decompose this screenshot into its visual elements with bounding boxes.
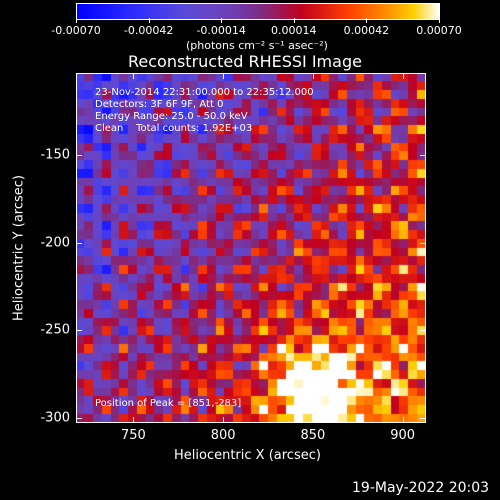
- colorbar-tick: [76, 18, 77, 23]
- plot-frame: [76, 73, 426, 423]
- x-tick: [402, 73, 404, 79]
- annotation-clean-counts: Clean Total counts: 1.92E+03: [95, 123, 253, 134]
- annotation-detectors: Detectors: 3F 6F 9F, Att 0: [95, 99, 224, 110]
- chart-title: Reconstructed RHESSI Image: [128, 52, 362, 71]
- y-tick: [420, 330, 426, 332]
- x-tick-label: 750: [121, 428, 146, 443]
- annotation-peak-position: Position of Peak = [851,-283]: [95, 398, 242, 409]
- heatmap-image: [76, 73, 426, 423]
- y-tick: [420, 155, 426, 157]
- y-tick: [76, 330, 82, 332]
- y-tick-label: -250: [40, 322, 70, 338]
- colorbar-tick: [293, 18, 295, 23]
- colorbar-tick: [366, 18, 368, 23]
- x-tick: [223, 73, 225, 79]
- x-tick-label: 900: [390, 428, 416, 443]
- y-tick: [420, 417, 426, 419]
- colorbar: [76, 3, 440, 20]
- y-tick-label: -150: [40, 147, 70, 163]
- y-tick: [76, 417, 82, 419]
- annotation-time-range: 23-Nov-2014 22:31:00.000 to 22:35:12.000: [95, 87, 314, 98]
- colorbar-tick-label: -0.00070: [51, 24, 101, 37]
- timestamp: 19-May-2022 20:03: [352, 480, 490, 496]
- colorbar-tick: [148, 18, 150, 23]
- x-tick: [133, 73, 135, 79]
- colorbar-tick-label: 0.00070: [416, 24, 462, 37]
- colorbar-tick-label: 0.00042: [343, 24, 390, 37]
- colorbar-units-label: (photons cm⁻² s⁻¹ asec⁻²): [186, 39, 328, 52]
- colorbar-tick-label: -0.00042: [123, 24, 174, 37]
- x-tick: [133, 417, 135, 423]
- annotation-energy-range: Energy Range: 25.0 - 50.0 keV: [95, 111, 248, 122]
- x-tick: [223, 417, 225, 423]
- x-axis-label: Heliocentric X (arcsec): [174, 448, 321, 463]
- y-tick-label: -300: [40, 410, 70, 426]
- y-tick: [420, 242, 426, 244]
- x-tick: [402, 417, 404, 423]
- x-tick-label: 800: [210, 428, 236, 443]
- y-tick: [76, 242, 82, 244]
- x-tick: [312, 73, 314, 79]
- y-axis-label: Heliocentric Y (arcsec): [11, 175, 27, 321]
- y-tick: [76, 155, 82, 157]
- colorbar-tick: [221, 18, 223, 23]
- colorbar-tick-label: 0.00014: [271, 24, 317, 37]
- x-tick: [312, 417, 314, 423]
- x-tick-label: 850: [300, 428, 326, 443]
- colorbar-tick-label: -0.00014: [196, 24, 246, 37]
- colorbar-tick: [439, 18, 440, 23]
- y-tick-label: -200: [40, 235, 70, 251]
